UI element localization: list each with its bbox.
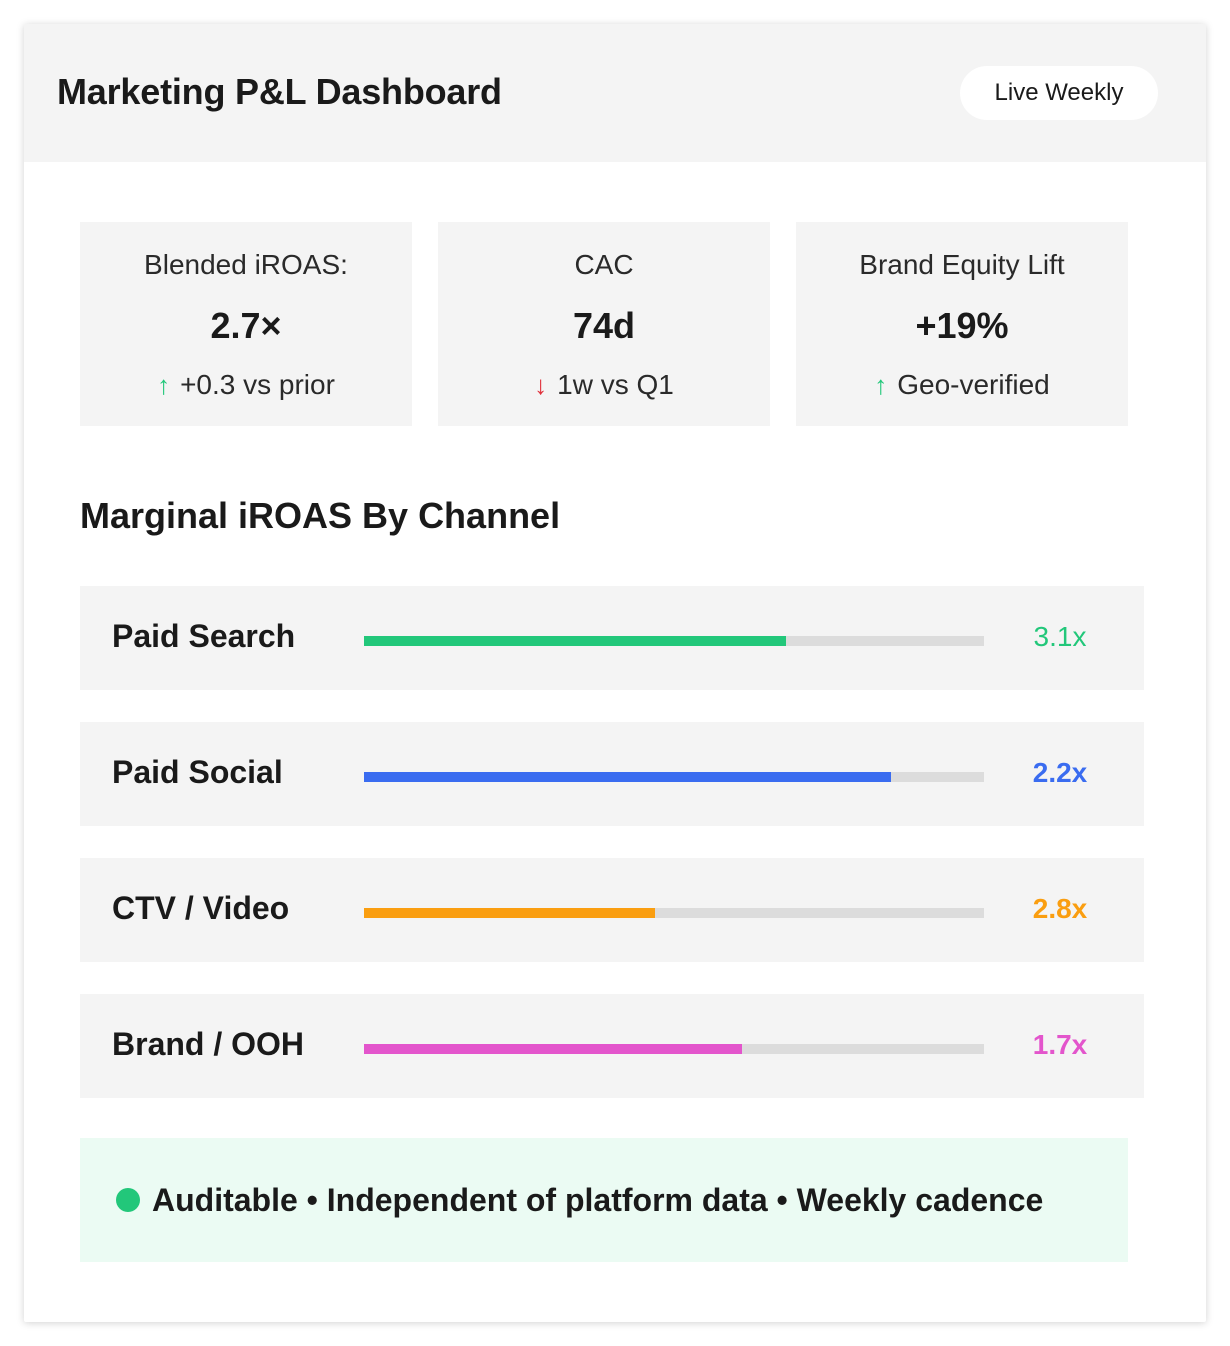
channel-row-paid-search: Paid Search 3.1x [80,586,1144,690]
page-title: Marketing P&L Dashboard [57,71,502,112]
channel-name: Brand / OOH [112,1026,305,1062]
kpi-card-blended-iroas: Blended iROAS: 2.7× ↑ +0.3 vs prior [80,222,412,426]
kpi-delta-text: +0.3 vs prior [180,369,335,400]
kpi-label: Brand Equity Lift [859,249,1065,280]
dashboard-header: Marketing P&L Dashboard Live Weekly [24,24,1206,162]
channel-name: Paid Search [112,618,296,654]
kpi-value: +19% [915,305,1009,346]
audit-note-text: Auditable • Independent of platform data… [152,1182,1044,1218]
channel-value: 2.2x [1032,757,1088,788]
dashboard-card: Marketing P&L Dashboard Live Weekly Blen… [24,24,1206,1322]
progress-track [364,636,984,646]
progress-track [364,908,984,918]
channel-row-paid-social: Paid Social 2.2x [80,722,1144,826]
channel-name: CTV / Video [112,890,290,926]
kpi-delta-text: Geo-verified [897,369,1050,400]
kpi-delta: ↑ Geo-verified [796,368,1128,402]
kpi-value: 74d [572,305,636,346]
arrow-up-icon: ↑ [874,370,888,400]
progress-track [364,772,984,782]
kpi-card-brand-equity-lift: Brand Equity Lift +19% ↑ Geo-verified [796,222,1128,426]
progress-fill [364,908,656,918]
section-title: Marginal iROAS By Channel [80,495,561,536]
channel-name: Paid Social [112,754,283,790]
progress-fill [364,636,786,646]
channel-row-ctv-video: CTV / Video 2.8x [80,858,1144,962]
arrow-down-icon: ↓ [534,370,548,400]
channel-row-brand-ooh: Brand / OOH 1.7x [80,994,1144,1098]
status-dot-icon [116,1188,140,1212]
channel-value: 2.8x [1032,893,1088,924]
kpi-label: Blended iROAS: [144,249,348,280]
arrow-up-icon: ↑ [157,370,171,400]
kpi-delta: ↑ +0.3 vs prior [80,368,412,402]
progress-track [364,1044,984,1054]
channel-value: 1.7x [1032,1029,1088,1060]
audit-note: Auditable • Independent of platform data… [80,1138,1128,1262]
progress-fill [364,1044,743,1054]
kpi-value: 2.7× [210,305,282,346]
channel-value: 3.1x [1033,621,1087,652]
live-weekly-badge[interactable]: Live Weekly [960,66,1158,120]
kpi-card-cac: CAC 74d ↓ 1w vs Q1 [438,222,770,426]
kpi-label: CAC [574,249,634,280]
progress-fill [364,772,891,782]
kpi-delta: ↓ 1w vs Q1 [438,368,770,402]
kpi-delta-text: 1w vs Q1 [557,369,674,400]
